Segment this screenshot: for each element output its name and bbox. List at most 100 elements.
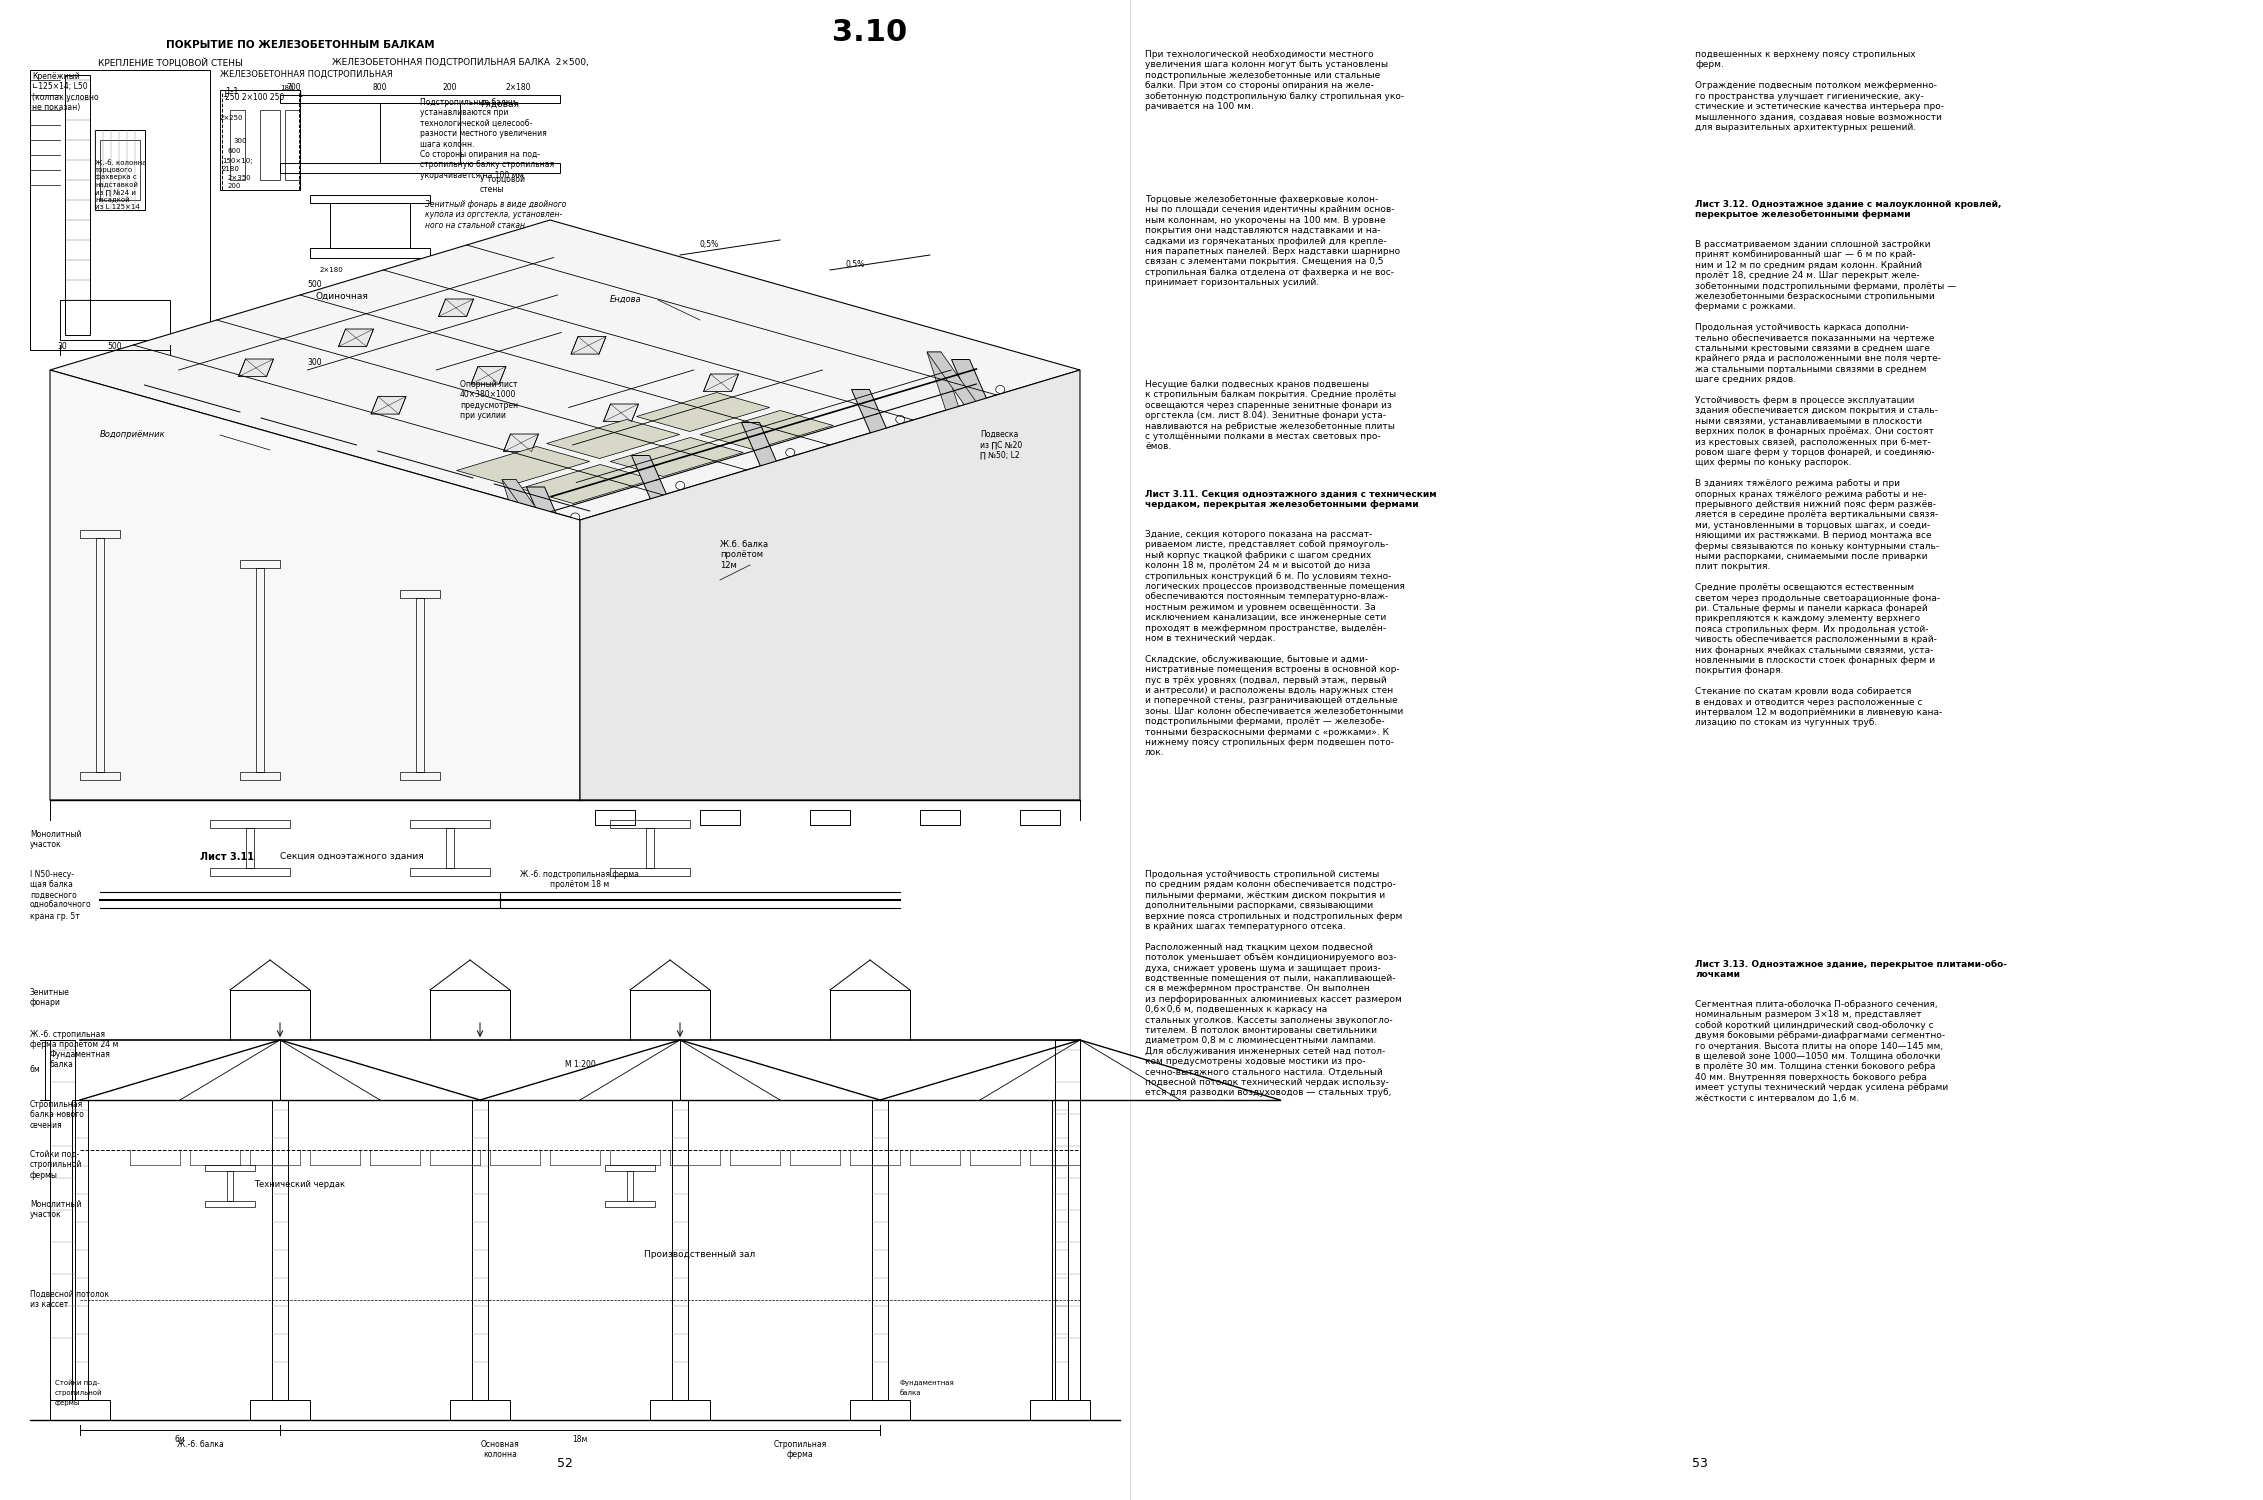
Text: 1-1: 1-1 — [224, 87, 238, 96]
Bar — [446, 828, 455, 868]
Text: Продольная устойчивость стропильной системы
по средним рядам колонн обеспечивает: Продольная устойчивость стропильной сист… — [1145, 870, 1403, 1098]
Text: Лист 3.11. Секция одноэтажного здания с техническим
чердаком, перекрытая железоб: Лист 3.11. Секция одноэтажного здания с … — [1145, 490, 1437, 510]
Text: 2×350: 2×350 — [229, 176, 251, 181]
Bar — [220, 90, 301, 190]
Text: 3.10: 3.10 — [833, 18, 907, 46]
Text: Ж.-б. подстропильная ферма: Ж.-б. подстропильная ферма — [520, 870, 640, 879]
Text: Монолитный
участок: Монолитный участок — [29, 830, 81, 849]
Polygon shape — [636, 393, 769, 432]
Text: Зенитные
фонари: Зенитные фонари — [29, 988, 70, 1008]
Bar — [249, 1400, 310, 1420]
Text: 700: 700 — [287, 82, 301, 92]
Polygon shape — [371, 396, 405, 414]
Bar — [29, 70, 210, 350]
Bar — [810, 810, 851, 825]
Bar — [604, 1166, 654, 1172]
Text: Фундаментная
балка: Фундаментная балка — [50, 1050, 111, 1070]
Bar — [672, 1100, 688, 1400]
Ellipse shape — [677, 482, 686, 489]
Bar — [50, 1400, 111, 1420]
Text: 300: 300 — [233, 138, 247, 144]
Text: ферма: ферма — [788, 1450, 812, 1460]
Text: Производственный зал: Производственный зал — [645, 1250, 756, 1258]
Text: Зенитный фонарь в виде двойного
купола из оргстекла, установлен-
ного на стально: Зенитный фонарь в виде двойного купола и… — [425, 200, 566, 230]
Text: КРЕПЛЕНИЕ ТОРЦОВОЙ СТЕНЫ: КРЕПЛЕНИЕ ТОРЦОВОЙ СТЕНЫ — [97, 58, 242, 68]
Text: Торцовые железобетонные фахверковые колон-
ны по площади сечения идентичны крайн: Торцовые железобетонные фахверковые коло… — [1145, 195, 1401, 286]
Bar — [326, 318, 396, 352]
Polygon shape — [238, 358, 274, 376]
Text: 2×180: 2×180 — [505, 82, 530, 92]
Polygon shape — [439, 298, 473, 316]
Text: подвешенных к верхнему поясу стропильных
ферм.

Ограждение подвесным потолком ме: подвешенных к верхнему поясу стропильных… — [1695, 50, 1944, 132]
Ellipse shape — [896, 516, 905, 524]
Polygon shape — [570, 336, 606, 354]
Text: Ж.-б. стропильная
ферма пролётом 24 м: Ж.-б. стропильная ферма пролётом 24 м — [29, 1030, 118, 1050]
Polygon shape — [631, 456, 729, 638]
Text: колонна: колонна — [482, 1450, 516, 1460]
Bar — [699, 810, 740, 825]
Polygon shape — [950, 360, 1050, 542]
Bar — [645, 828, 654, 868]
Bar — [100, 140, 140, 200]
Bar — [310, 310, 410, 318]
Bar — [410, 868, 491, 876]
Bar — [256, 568, 265, 772]
Text: 150×10;: 150×10; — [222, 158, 253, 164]
Text: 0,5%: 0,5% — [699, 240, 720, 249]
Text: 600: 600 — [229, 148, 242, 154]
Polygon shape — [928, 352, 984, 484]
Bar — [281, 164, 559, 172]
Polygon shape — [339, 328, 373, 346]
Bar — [1055, 1040, 1079, 1400]
Bar — [450, 1400, 509, 1420]
Polygon shape — [548, 420, 679, 459]
Text: У торцовой
стены: У торцовой стены — [480, 176, 525, 195]
Bar — [272, 1100, 287, 1400]
Text: Лист 3.12. Одноэтажное здание с малоуклонной кровлей,
перекрытое железобетонными: Лист 3.12. Одноэтажное здание с малоукло… — [1695, 200, 2000, 219]
Text: Опорный лист
40×380×1000
предусмотрен
при усилии: Опорный лист 40×380×1000 предусмотрен пр… — [459, 380, 518, 420]
Text: Основная: Основная — [480, 1440, 520, 1449]
Text: Подвеска
из ∏С №20
∏ №50; L2: Подвеска из ∏С №20 ∏ №50; L2 — [980, 430, 1023, 460]
Text: 6м: 6м — [174, 1436, 186, 1444]
Text: I N50-несу-
щая балка
подвесного
однобалочного
крана гр. 5т: I N50-несу- щая балка подвесного однобал… — [29, 870, 91, 921]
Bar — [627, 1172, 634, 1202]
Bar — [50, 1040, 75, 1400]
Bar — [649, 1400, 711, 1420]
Text: Стойки под-: Стойки под- — [54, 1380, 100, 1386]
Polygon shape — [699, 411, 833, 450]
Text: 250 2×100 250: 250 2×100 250 — [224, 93, 285, 102]
Bar — [66, 75, 91, 334]
Text: 2×250: 2×250 — [220, 116, 244, 122]
Text: При технологической необходимости местного
увеличения шага колонн могут быть уст: При технологической необходимости местно… — [1145, 50, 1403, 111]
Text: Подвесной потолок
из кассет: Подвесной потолок из кассет — [29, 1290, 109, 1310]
Bar — [921, 810, 960, 825]
Text: 0,5%: 0,5% — [844, 260, 864, 268]
Polygon shape — [742, 423, 840, 604]
Bar — [310, 352, 410, 362]
Text: Крепёжный
∟125×14; L50
(колпак условно
не показан): Крепёжный ∟125×14; L50 (колпак условно н… — [32, 72, 100, 112]
Bar — [95, 130, 145, 210]
Text: 500: 500 — [109, 342, 122, 351]
Bar — [330, 202, 410, 248]
Bar — [206, 1166, 256, 1172]
Ellipse shape — [677, 582, 686, 590]
Text: Стойки под-
стропильной
фермы: Стойки под- стропильной фермы — [29, 1150, 81, 1180]
Bar — [79, 530, 120, 538]
Text: 180: 180 — [281, 86, 294, 92]
Text: Ендова: Ендова — [611, 296, 643, 304]
Bar — [206, 1202, 256, 1208]
Text: Лист 3.11: Лист 3.11 — [199, 852, 253, 862]
Bar — [281, 94, 559, 104]
Bar — [260, 110, 281, 180]
Text: 500: 500 — [308, 280, 321, 290]
Bar — [851, 1400, 910, 1420]
Polygon shape — [471, 366, 507, 384]
Text: Несущие балки подвесных кранов подвешены
к стропильным балкам покрытия. Средние : Несущие балки подвесных кранов подвешены… — [1145, 380, 1396, 452]
Text: Монолитный
участок: Монолитный участок — [29, 1200, 81, 1219]
Ellipse shape — [996, 486, 1005, 494]
Bar — [401, 772, 439, 780]
Polygon shape — [611, 438, 742, 477]
Bar — [231, 110, 244, 180]
Ellipse shape — [896, 416, 905, 423]
Text: 52: 52 — [557, 1456, 573, 1470]
